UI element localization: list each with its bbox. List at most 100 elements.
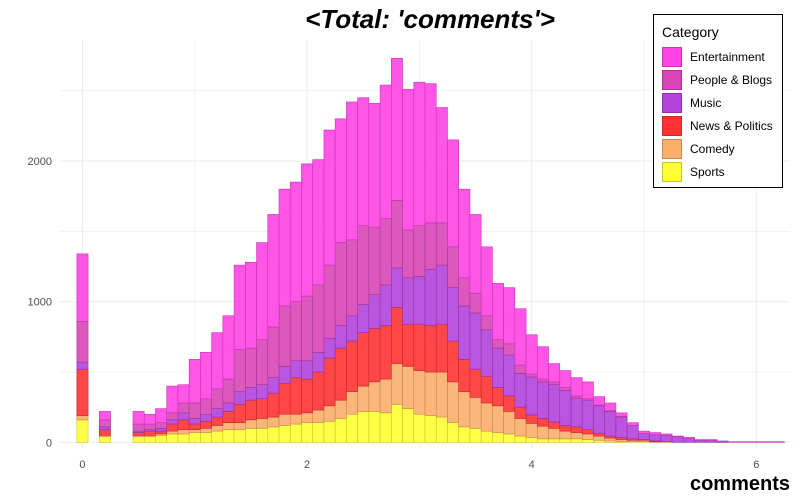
bar-segment bbox=[514, 435, 527, 443]
bar-segment bbox=[177, 429, 190, 435]
bar-segment bbox=[537, 418, 549, 427]
bar-segment bbox=[155, 435, 167, 443]
legend-item: Entertainment bbox=[662, 47, 765, 67]
bar-segment bbox=[99, 436, 111, 443]
bar-segment bbox=[548, 381, 561, 385]
bar-segment bbox=[548, 384, 561, 423]
bar-segment bbox=[233, 391, 246, 405]
bar-segment bbox=[413, 413, 426, 443]
bar-segment bbox=[99, 419, 111, 428]
bar-segment bbox=[503, 354, 516, 397]
bar-segment bbox=[469, 397, 482, 429]
bar-segment bbox=[480, 375, 493, 404]
bar-segment bbox=[593, 432, 605, 437]
x-tick-label: 4 bbox=[529, 459, 535, 471]
bar-segment bbox=[424, 415, 437, 443]
bar-segment bbox=[458, 359, 471, 393]
x-tick-label: 0 bbox=[79, 459, 85, 471]
bar-segment bbox=[222, 422, 235, 431]
bar-segment bbox=[581, 439, 594, 443]
bar-segment bbox=[638, 430, 650, 434]
bar-segment bbox=[166, 419, 179, 425]
bar-segment bbox=[267, 426, 280, 443]
bar-segment bbox=[177, 419, 190, 431]
bar-segment bbox=[346, 239, 358, 317]
bar-segment bbox=[177, 384, 190, 404]
bar-segment bbox=[716, 440, 729, 442]
bar-segment bbox=[76, 415, 89, 421]
bar-segment bbox=[99, 429, 111, 436]
bar-segment bbox=[694, 439, 707, 443]
bar-segment bbox=[469, 312, 482, 370]
bar-segment bbox=[256, 242, 269, 340]
bar-segment bbox=[537, 346, 549, 380]
bar-segment bbox=[492, 283, 504, 340]
bar-segment bbox=[514, 373, 527, 408]
bar-segment bbox=[570, 395, 583, 399]
bar-segment bbox=[278, 382, 291, 415]
bar-segment bbox=[312, 422, 325, 443]
bar-segment bbox=[267, 377, 280, 394]
bar-segment bbox=[245, 419, 257, 429]
bar-segment bbox=[559, 430, 572, 440]
bar-segment bbox=[391, 57, 403, 201]
bar-segment bbox=[368, 103, 381, 228]
bar-segment bbox=[413, 276, 426, 325]
bar-segment bbox=[334, 325, 347, 349]
bar-segment bbox=[570, 377, 583, 397]
bar-segment bbox=[525, 437, 538, 443]
legend-label: Comedy bbox=[690, 142, 735, 156]
y-tick-label: 0 bbox=[46, 437, 52, 449]
bar-segment bbox=[289, 423, 302, 443]
bar-segment bbox=[615, 437, 628, 440]
bar-segment bbox=[514, 364, 527, 374]
bar-segment bbox=[458, 305, 471, 360]
bar-segment bbox=[739, 441, 751, 443]
bar-segment bbox=[211, 408, 224, 418]
bar-segment bbox=[368, 381, 381, 412]
bar-segment bbox=[604, 437, 617, 442]
bar-segment bbox=[222, 315, 235, 380]
bar-segment bbox=[447, 422, 459, 443]
bar-segment bbox=[683, 437, 695, 439]
series-comedy bbox=[76, 363, 673, 443]
bar-segment bbox=[525, 334, 538, 375]
bar-segment bbox=[256, 398, 269, 419]
bar-segment bbox=[402, 408, 415, 443]
bar-segment bbox=[346, 315, 358, 342]
bar-segment bbox=[99, 411, 111, 421]
bar-segment bbox=[604, 435, 617, 439]
bar-segment bbox=[435, 371, 448, 418]
bar-segment bbox=[761, 441, 774, 443]
bar-segment bbox=[357, 411, 370, 443]
bar-segment bbox=[548, 421, 561, 429]
bar-segment bbox=[222, 411, 235, 423]
bar-segment bbox=[413, 225, 426, 277]
legend-key bbox=[662, 139, 682, 159]
bar-segment bbox=[211, 332, 224, 390]
bar-segment bbox=[312, 409, 325, 423]
bar-segment bbox=[435, 323, 448, 373]
legend-key bbox=[662, 116, 682, 136]
bar-segment bbox=[514, 418, 527, 437]
bar-segment bbox=[402, 323, 415, 367]
legend-item: Sports bbox=[662, 162, 725, 182]
bar-segment bbox=[469, 428, 482, 443]
bar-segment bbox=[177, 402, 190, 414]
bar-segment bbox=[480, 402, 493, 432]
x-tick-label: 2 bbox=[304, 459, 310, 471]
bar-segment bbox=[537, 381, 549, 419]
legend-item: People & Blogs bbox=[662, 70, 772, 90]
bar-segment bbox=[143, 423, 156, 431]
bar-segment bbox=[570, 438, 583, 443]
x-tick-label: 6 bbox=[753, 459, 759, 471]
bar-segment bbox=[200, 413, 212, 422]
bar-segment bbox=[615, 412, 628, 417]
tick-labels: 0 1000 2000 0 2 4 6 bbox=[28, 156, 760, 471]
bar-segment bbox=[200, 428, 212, 433]
bar-segment bbox=[435, 222, 448, 266]
bar-segment bbox=[503, 287, 516, 345]
histogram-bars bbox=[76, 57, 785, 443]
bar-segment bbox=[402, 88, 415, 231]
bar-segment bbox=[660, 435, 673, 442]
